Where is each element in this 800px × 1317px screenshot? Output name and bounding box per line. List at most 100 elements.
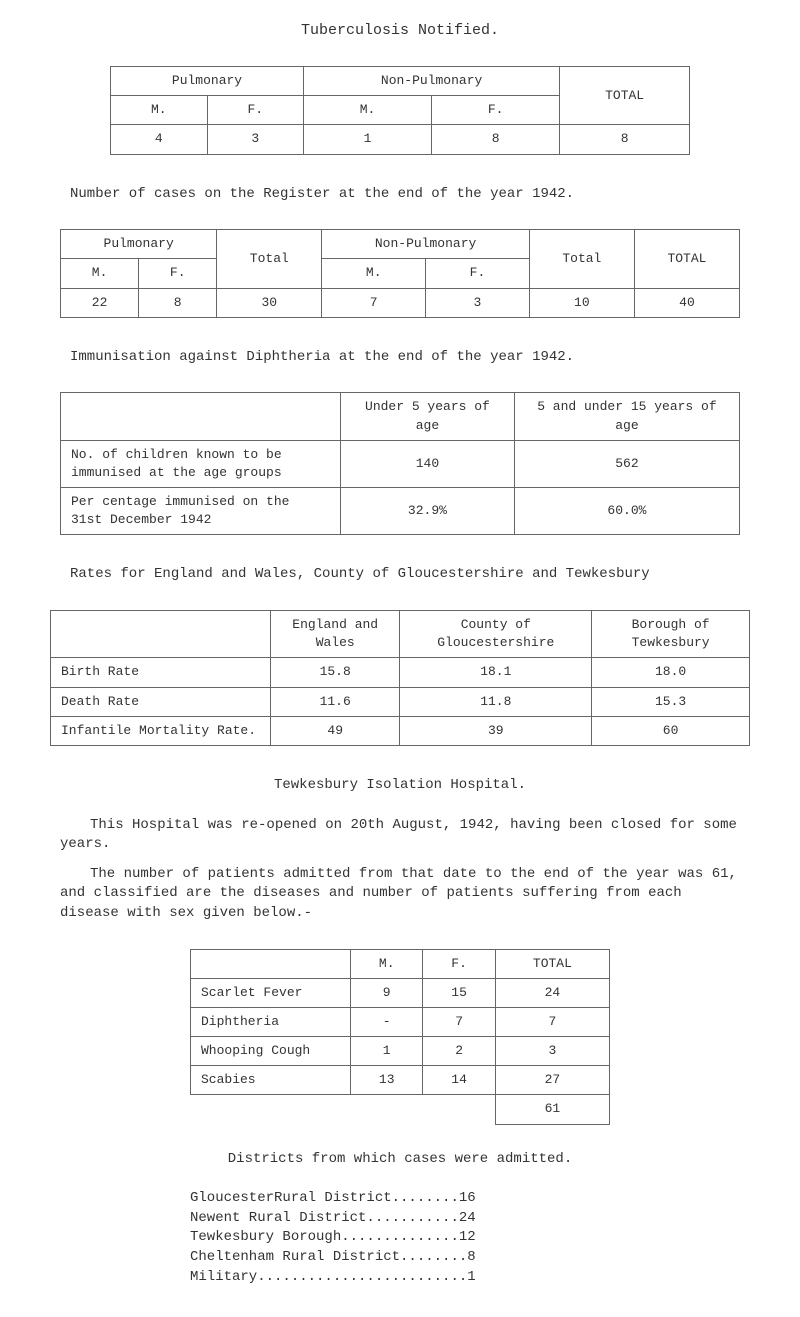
header-under5: Under 5 years of age xyxy=(341,393,515,440)
table-row: Pulmonary Total Non-Pulmonary Total TOTA… xyxy=(61,230,740,259)
header-empty xyxy=(191,949,351,978)
table-row: Scarlet Fever 9 15 24 xyxy=(191,978,610,1007)
cell: 7 xyxy=(322,288,426,317)
cell: 1 xyxy=(304,125,432,154)
register-table: Pulmonary Total Non-Pulmonary Total TOTA… xyxy=(60,229,740,318)
header-empty xyxy=(51,611,271,658)
cell: 32.9% xyxy=(341,488,515,535)
table-row: 22 8 30 7 3 10 40 xyxy=(61,288,740,317)
cell: 18.1 xyxy=(400,658,592,687)
cell-total: 61 xyxy=(495,1095,609,1124)
district-item: Tewkesbury Borough..............12 xyxy=(190,1228,610,1248)
immunisation-paragraph: Immunisation against Diphtheria at the e… xyxy=(40,348,760,368)
table-row: Under 5 years of age 5 and under 15 year… xyxy=(61,393,740,440)
table-row: Infantile Mortality Rate. 49 39 60 xyxy=(51,716,750,745)
header-total: TOTAL xyxy=(560,67,690,125)
district-item: Cheltenham Rural District........8 xyxy=(190,1248,610,1268)
header-nonpulmonary: Non-Pulmonary xyxy=(322,230,529,259)
district-list: GloucesterRural District........16 Newen… xyxy=(190,1189,610,1287)
cell xyxy=(351,1095,423,1124)
cell: 1 xyxy=(351,1037,423,1066)
table-row: Diphtheria - 7 7 xyxy=(191,1007,610,1036)
hospital-para2: The number of patients admitted from tha… xyxy=(60,865,740,924)
table-row: England and Wales County of Gloucestersh… xyxy=(51,611,750,658)
cell: Death Rate xyxy=(51,687,271,716)
header-total2: Total xyxy=(529,230,634,288)
cell: 7 xyxy=(423,1007,495,1036)
header-m1: M. xyxy=(111,96,208,125)
cell: 24 xyxy=(495,978,609,1007)
cell: No. of children known to be immunised at… xyxy=(61,440,341,487)
header-f1: F. xyxy=(139,259,217,288)
cell: 8 xyxy=(432,125,560,154)
cell: 3 xyxy=(426,288,530,317)
cell: 14 xyxy=(423,1066,495,1095)
header-f: F. xyxy=(423,949,495,978)
cell: 40 xyxy=(634,288,739,317)
cell: 4 xyxy=(111,125,208,154)
cell: 2 xyxy=(423,1037,495,1066)
cell: Birth Rate xyxy=(51,658,271,687)
cell: 60.0% xyxy=(514,488,739,535)
cell: 13 xyxy=(351,1066,423,1095)
cell: 10 xyxy=(529,288,634,317)
header-total3: TOTAL xyxy=(634,230,739,288)
cell: Scarlet Fever xyxy=(191,978,351,1007)
cell: Whooping Cough xyxy=(191,1037,351,1066)
header-f1: F. xyxy=(207,96,304,125)
table-row: 61 xyxy=(191,1095,610,1124)
cell: 49 xyxy=(271,716,400,745)
cell: - xyxy=(351,1007,423,1036)
cell: 7 xyxy=(495,1007,609,1036)
table-row: Pulmonary Non-Pulmonary TOTAL xyxy=(111,67,690,96)
cell: Infantile Mortality Rate. xyxy=(51,716,271,745)
table-row: Whooping Cough 1 2 3 xyxy=(191,1037,610,1066)
cell: 8 xyxy=(560,125,690,154)
cell xyxy=(191,1095,351,1124)
cell xyxy=(423,1095,495,1124)
cell: 11.8 xyxy=(400,687,592,716)
table-row: M. F. TOTAL xyxy=(191,949,610,978)
cell: 140 xyxy=(341,440,515,487)
table-row: No. of children known to be immunised at… xyxy=(61,440,740,487)
header-f2: F. xyxy=(426,259,530,288)
cell: 22 xyxy=(61,288,139,317)
register-paragraph: Number of cases on the Register at the e… xyxy=(40,185,760,205)
cell: Diphtheria xyxy=(191,1007,351,1036)
hospital-text: This Hospital was re-opened on 20th Augu… xyxy=(60,816,740,924)
cell: 15.3 xyxy=(592,687,750,716)
cell: Per centage immunised on the 31st Decemb… xyxy=(61,488,341,535)
cell: 11.6 xyxy=(271,687,400,716)
header-5to15: 5 and under 15 years of age xyxy=(514,393,739,440)
district-item: GloucesterRural District........16 xyxy=(190,1189,610,1209)
header-county: County of Gloucestershire xyxy=(400,611,592,658)
cell: 15 xyxy=(423,978,495,1007)
cell: 3 xyxy=(495,1037,609,1066)
tuberculosis-table: Pulmonary Non-Pulmonary TOTAL M. F. M. F… xyxy=(110,66,690,155)
district-item: Newent Rural District...........24 xyxy=(190,1209,610,1229)
cell: 39 xyxy=(400,716,592,745)
cell: 562 xyxy=(514,440,739,487)
table-row: Per centage immunised on the 31st Decemb… xyxy=(61,488,740,535)
header-total: TOTAL xyxy=(495,949,609,978)
cell: 15.8 xyxy=(271,658,400,687)
header-england: England and Wales xyxy=(271,611,400,658)
table-row: 4 3 1 8 8 xyxy=(111,125,690,154)
cell: 9 xyxy=(351,978,423,1007)
isolation-title: Tewkesbury Isolation Hospital. xyxy=(30,776,770,796)
district-item: Military.........................1 xyxy=(190,1268,610,1288)
cell: 27 xyxy=(495,1066,609,1095)
header-total1: Total xyxy=(217,230,322,288)
header-m: M. xyxy=(351,949,423,978)
header-f2: F. xyxy=(432,96,560,125)
header-pulmonary: Pulmonary xyxy=(61,230,217,259)
header-m2: M. xyxy=(304,96,432,125)
immunisation-table: Under 5 years of age 5 and under 15 year… xyxy=(60,392,740,535)
cell: 3 xyxy=(207,125,304,154)
table-row: Birth Rate 15.8 18.1 18.0 xyxy=(51,658,750,687)
header-empty xyxy=(61,393,341,440)
page-title: Tuberculosis Notified. xyxy=(30,20,770,41)
header-m1: M. xyxy=(61,259,139,288)
cell: 8 xyxy=(139,288,217,317)
table-row: Death Rate 11.6 11.8 15.3 xyxy=(51,687,750,716)
